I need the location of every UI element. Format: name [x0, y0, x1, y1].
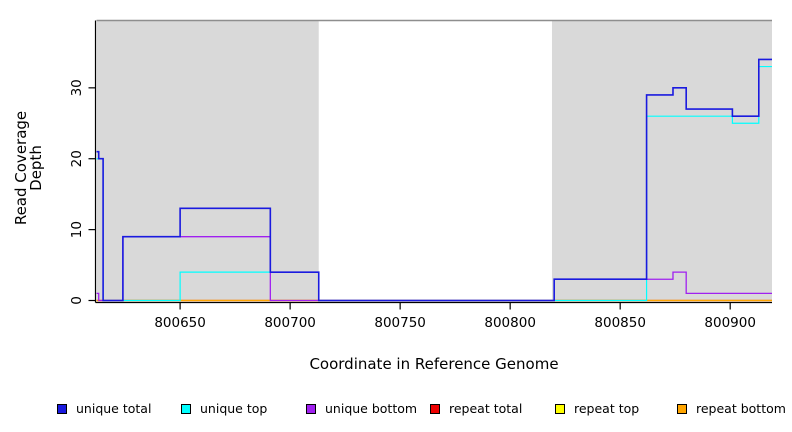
legend-swatch [555, 404, 565, 414]
legend-item-unique-bottom: unique bottom [306, 402, 417, 416]
legend-label: repeat top [574, 401, 640, 416]
y-tick-label: 30 [69, 79, 85, 96]
legend-label: repeat bottom [696, 401, 786, 416]
legend-item-repeat-total: repeat total [430, 402, 522, 416]
y-tick-label: 20 [69, 150, 85, 167]
x-tick-label: 800900 [704, 315, 756, 331]
plot-canvas: 800650 800700 800750 800800 800850 800900 0 10 2… [69, 19, 772, 331]
x-axis-title: Coordinate in Reference Genome [309, 355, 559, 373]
legend-item-repeat-bottom: repeat bottom [677, 402, 786, 416]
legend-item-repeat-top: repeat top [555, 402, 639, 416]
legend-swatch [181, 404, 191, 414]
x-tick-label: 800850 [594, 315, 646, 331]
legend-item-unique-top: unique top [181, 402, 267, 416]
legend-swatch [57, 404, 67, 414]
x-tick-label: 800750 [374, 315, 426, 331]
series-line-unique-total [96, 58, 772, 302]
x-tick-label: 800800 [484, 315, 536, 331]
legend-swatch [430, 404, 440, 414]
y-tick-label: 0 [69, 296, 85, 305]
legend-label: unique bottom [325, 401, 418, 416]
legend-label: unique total [76, 401, 152, 416]
legend-swatch [677, 404, 687, 414]
y-tick-label: 10 [69, 221, 85, 238]
x-tick-label: 800650 [154, 315, 206, 331]
legend-swatch [306, 404, 316, 414]
legend-label: repeat total [449, 401, 523, 416]
legend-label: unique top [200, 401, 268, 416]
shaded-region [96, 20, 319, 301]
shaded-region [551, 20, 772, 301]
x-tick-label: 800700 [264, 315, 316, 331]
legend-item-unique-total: unique total [57, 402, 151, 416]
